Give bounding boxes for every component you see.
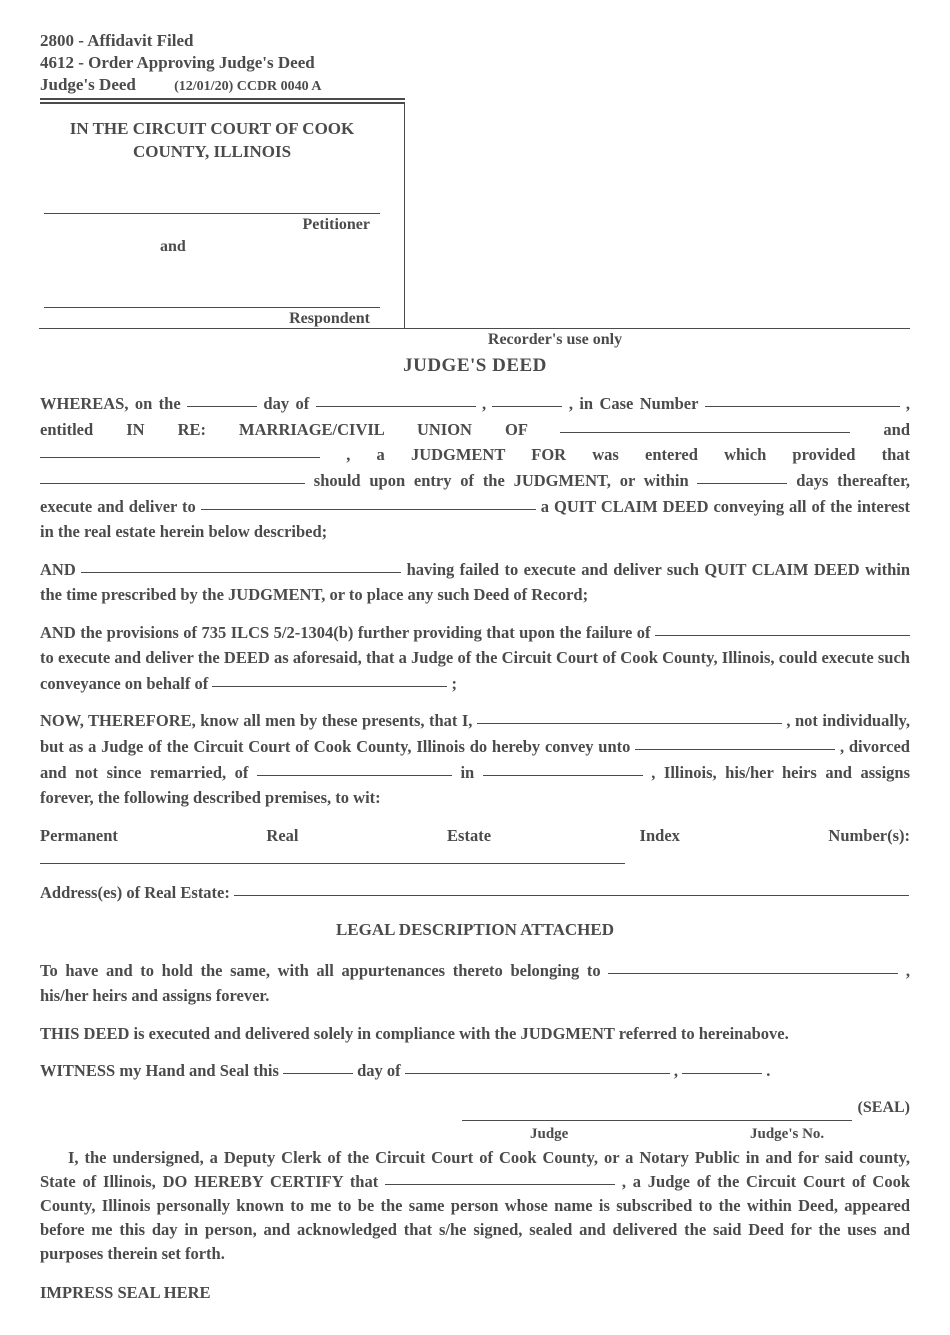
hold-para: To have and to hold the same, with all a…	[40, 958, 910, 1009]
legal-desc: LEGAL DESCRIPTION ATTACHED	[40, 917, 910, 943]
blank-judge[interactable]	[477, 723, 782, 724]
w-t7: , a JUDGMENT FOR was entered which provi…	[346, 445, 910, 464]
judgeno-label: Judge's No.	[750, 1123, 910, 1146]
caption: IN THE CIRCUIT COURT OF COOK COUNTY, ILL…	[40, 104, 910, 328]
blank-certjudge[interactable]	[385, 1184, 615, 1185]
blank-grantee[interactable]	[635, 749, 835, 750]
blank-wyear[interactable]	[682, 1073, 762, 1074]
prein-para: Permanent Real Estate Index Number(s):	[40, 823, 910, 874]
blank-month[interactable]	[316, 406, 476, 407]
blank-prein[interactable]	[40, 863, 625, 864]
w-t8: should upon entry of the JUDGMENT, or wi…	[314, 471, 698, 490]
body: WHEREAS, on the day of , , in Case Numbe…	[40, 391, 910, 1305]
a2-t2: to execute and deliver the DEED as afore…	[40, 648, 910, 693]
deedexec-para: THIS DEED is executed and delivered sole…	[40, 1021, 910, 1047]
blank-party2[interactable]	[40, 457, 320, 458]
w-t4: , in Case Number	[569, 394, 705, 413]
a2-t1: AND the provisions of 735 ILCS 5/2-1304(…	[40, 623, 655, 642]
page: 2800 - Affidavit Filed 4612 - Order Appr…	[0, 0, 950, 1335]
petitioner-line[interactable]	[44, 192, 380, 214]
header-deed: Judge's Deed	[40, 75, 136, 94]
and2-para: AND the provisions of 735 ILCS 5/2-1304(…	[40, 620, 910, 697]
n-t4: in	[460, 763, 482, 782]
blank-year[interactable]	[492, 406, 562, 407]
seal-label: (SEAL)	[858, 1096, 910, 1121]
wt-t1: WITNESS my Hand and Seal this	[40, 1061, 283, 1080]
blank-days[interactable]	[697, 483, 787, 484]
n-t1: NOW, THEREFORE, know all men by these pr…	[40, 711, 477, 730]
header-formno: (12/01/20) CCDR 0040 A	[174, 79, 321, 94]
blank-behalf[interactable]	[212, 686, 447, 687]
addr-label: Address(es) of Real Estate:	[40, 883, 234, 902]
cert-para: I, the undersigned, a Deputy Clerk of th…	[40, 1146, 910, 1266]
blank-failed[interactable]	[81, 572, 401, 573]
header-line-2: 4612 - Order Approving Judge's Deed	[40, 52, 910, 74]
blank-city[interactable]	[257, 775, 452, 776]
witness-para: WITNESS my Hand and Seal this day of , .	[40, 1058, 910, 1084]
blank-party1[interactable]	[560, 432, 850, 433]
blank-wday[interactable]	[283, 1073, 353, 1074]
header-line-1: 2800 - Affidavit Filed	[40, 30, 910, 52]
a1-t2: having failed to execute and deliver suc…	[40, 560, 910, 605]
petitioner-label: Petitioner	[302, 216, 370, 234]
respondent-label: Respondent	[289, 310, 370, 328]
a2-t3: ;	[451, 674, 457, 693]
court-line1: IN THE CIRCUIT COURT OF COOK	[70, 119, 355, 138]
court-line2: COUNTY, ILLINOIS	[133, 142, 291, 161]
wt-t4: .	[766, 1061, 770, 1080]
judge-signature-line[interactable]	[462, 1103, 852, 1121]
wt-t2: day of	[357, 1061, 405, 1080]
and-label: and	[40, 238, 384, 256]
court-name: IN THE CIRCUIT COURT OF COOK COUNTY, ILL…	[40, 118, 384, 164]
blank-wmonth[interactable]	[405, 1073, 670, 1074]
blank-county[interactable]	[483, 775, 643, 776]
blank-day[interactable]	[187, 406, 257, 407]
blank-failure[interactable]	[655, 635, 910, 636]
blank-deliverto[interactable]	[201, 509, 536, 510]
impress-seal: IMPRESS SEAL HERE	[40, 1280, 910, 1306]
a1-t1: AND	[40, 560, 81, 579]
recorder-label: Recorder's use only	[40, 331, 910, 349]
respondent-line[interactable]	[44, 286, 380, 308]
w-t3: ,	[482, 394, 493, 413]
prein-label: Permanent Real Estate Index Number(s):	[40, 826, 910, 845]
addr-para: Address(es) of Real Estate:	[40, 880, 910, 906]
blank-case[interactable]	[705, 406, 900, 407]
judge-label: Judge	[490, 1123, 750, 1146]
whereas-para: WHEREAS, on the day of , , in Case Numbe…	[40, 391, 910, 544]
h-t1: To have and to hold the same, with all a…	[40, 961, 608, 980]
blank-addr[interactable]	[234, 895, 909, 896]
wt-t3: ,	[674, 1061, 682, 1080]
now-para: NOW, THEREFORE, know all men by these pr…	[40, 708, 910, 810]
signature-area: (SEAL) Judge Judge's No.	[40, 1096, 910, 1146]
caption-left: IN THE CIRCUIT COURT OF COOK COUNTY, ILL…	[40, 104, 405, 328]
w-t6: and	[883, 420, 910, 439]
and1-para: AND having failed to execute and deliver…	[40, 557, 910, 608]
blank-hold[interactable]	[608, 973, 898, 974]
w-t1: WHEREAS, on the	[40, 394, 187, 413]
blank-who[interactable]	[40, 483, 305, 484]
w-t2: day of	[263, 394, 315, 413]
recorder-rule	[39, 328, 910, 329]
caption-right	[405, 104, 910, 328]
document-title: JUDGE'S DEED	[40, 355, 910, 377]
header-line-3: Judge's Deed (12/01/20) CCDR 0040 A	[40, 74, 910, 96]
